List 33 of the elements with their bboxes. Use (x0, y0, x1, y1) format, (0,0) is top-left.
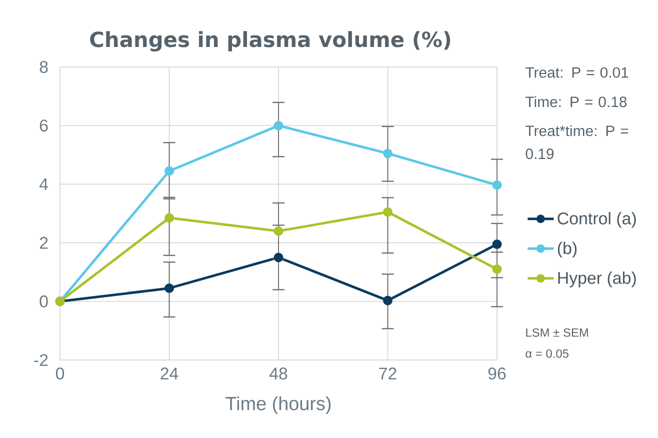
text: Time: P = 0.18 (526, 96, 627, 108)
x-tick-label: 48 (269, 368, 288, 380)
x-axis-title: Time (hours) (226, 396, 331, 414)
point (383, 296, 392, 306)
y-tick-label: -2 (34, 354, 48, 366)
legend-label: Hyper (ab) (558, 272, 636, 288)
legend-label: (b) (558, 242, 577, 258)
y-tick-label: 6 (40, 120, 48, 132)
point (164, 283, 174, 293)
point (274, 252, 284, 262)
point (164, 166, 174, 176)
text: Treat*time: P = 0.19 (526, 125, 628, 160)
point (492, 180, 502, 190)
text: LSM ± SEM (526, 328, 588, 337)
x-tick-label: 96 (488, 368, 506, 380)
chart-title: Changes in plasma volume (%) (90, 31, 450, 52)
x-tick-label: 0 (56, 368, 64, 380)
legend-label: Control (a) (558, 212, 636, 228)
point (274, 120, 284, 130)
point (492, 240, 502, 250)
point (164, 213, 174, 223)
point (383, 148, 392, 158)
y-tick-label: 2 (40, 236, 48, 249)
text: α = 0.05 (526, 349, 568, 358)
point (383, 207, 392, 217)
y-tick-label: 8 (40, 61, 48, 73)
text: Treat: P = 0.01 (526, 67, 628, 78)
x-tick-label: 24 (160, 368, 178, 380)
point (492, 264, 502, 274)
x-tick-label: 72 (379, 368, 396, 380)
point (274, 226, 284, 236)
y-tick-label: 4 (39, 178, 48, 190)
y-tick-label: 0 (40, 295, 48, 308)
